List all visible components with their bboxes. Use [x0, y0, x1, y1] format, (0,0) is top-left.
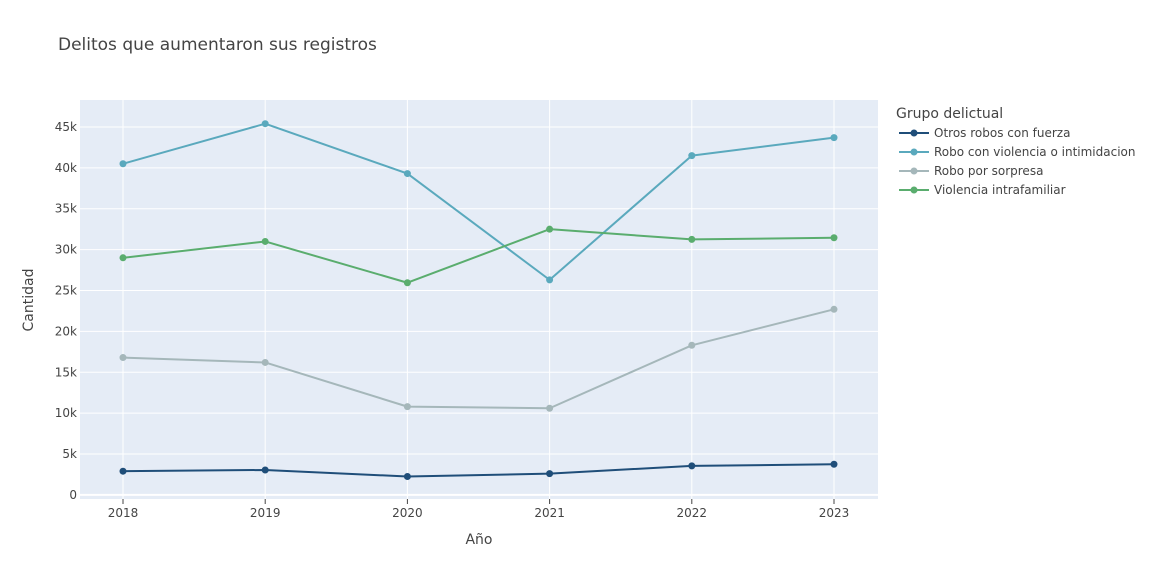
- data-point[interactable]: [688, 341, 696, 349]
- chart-title: Delitos que aumentaron sus registros: [58, 35, 377, 55]
- data-point[interactable]: [261, 237, 269, 245]
- data-point[interactable]: [403, 403, 411, 411]
- y-tick-label: 5k: [62, 447, 77, 461]
- data-point[interactable]: [830, 305, 838, 313]
- y-tick-label: 15k: [55, 365, 77, 379]
- data-point[interactable]: [261, 358, 269, 366]
- legend-label: Robo por sorpresa: [934, 164, 1043, 178]
- legend-label: Robo con violencia o intimidacion: [934, 145, 1135, 159]
- series-2: [119, 305, 838, 412]
- data-point[interactable]: [403, 170, 411, 178]
- data-point[interactable]: [261, 120, 269, 128]
- data-point[interactable]: [830, 234, 838, 242]
- legend-marker: [910, 186, 918, 194]
- data-point[interactable]: [546, 470, 554, 478]
- y-axis-title: Cantidad: [21, 269, 37, 332]
- data-point[interactable]: [688, 462, 696, 470]
- y-tick-label: 0: [69, 488, 77, 502]
- y-tick-label: 45k: [55, 120, 77, 134]
- series-lines: [119, 120, 838, 481]
- data-point[interactable]: [119, 160, 127, 168]
- legend-marker: [910, 167, 918, 175]
- plot-area: [80, 100, 878, 499]
- y-tick-label: 40k: [55, 161, 77, 175]
- legend-title: Grupo delictual: [896, 106, 1003, 122]
- y-tick-label: 10k: [55, 406, 77, 420]
- x-tick-label: 2023: [819, 506, 850, 520]
- series-1: [119, 120, 838, 284]
- data-point[interactable]: [830, 134, 838, 142]
- series-line: [122, 463, 835, 478]
- y-tick-label: 30k: [55, 243, 77, 257]
- x-axis-title: Año: [465, 532, 492, 548]
- series-line: [122, 228, 835, 284]
- legend-item[interactable]: Otros robos con fuerza: [899, 126, 1070, 140]
- data-point[interactable]: [546, 276, 554, 284]
- data-point[interactable]: [830, 460, 838, 468]
- legend-item[interactable]: Robo con violencia o intimidacion: [899, 145, 1135, 159]
- data-point[interactable]: [546, 404, 554, 412]
- data-point[interactable]: [546, 225, 554, 233]
- legend-label: Otros robos con fuerza: [934, 126, 1070, 140]
- data-point[interactable]: [688, 152, 696, 160]
- x-tick-label: 2022: [677, 506, 708, 520]
- data-point[interactable]: [261, 466, 269, 474]
- legend-label: Violencia intrafamiliar: [934, 183, 1066, 197]
- y-axis-ticks: 0 5k 10k 15k 20k 25k 30k 35k 40k 45k: [55, 120, 77, 502]
- x-tick-label: 2019: [250, 506, 281, 520]
- legend-item[interactable]: Robo por sorpresa: [899, 164, 1043, 178]
- data-point[interactable]: [403, 279, 411, 287]
- data-point[interactable]: [403, 473, 411, 481]
- legend-marker: [910, 129, 918, 137]
- legend-marker: [910, 148, 918, 156]
- legend-item[interactable]: Violencia intrafamiliar: [899, 183, 1066, 197]
- x-tick-label: 2018: [108, 506, 139, 520]
- x-axis-ticks: 2018 2019 2020 2021 2022 2023: [108, 499, 850, 520]
- legend[interactable]: Grupo delictual Otros robos con fuerza Ro…: [896, 106, 1135, 197]
- x-tick-label: 2020: [392, 506, 423, 520]
- y-tick-label: 20k: [55, 324, 77, 338]
- series-3: [119, 225, 838, 287]
- data-point[interactable]: [119, 254, 127, 262]
- x-tick-label: 2021: [534, 506, 565, 520]
- series-0: [119, 460, 838, 481]
- y-tick-label: 25k: [55, 284, 77, 298]
- data-point[interactable]: [688, 235, 696, 243]
- data-point[interactable]: [119, 354, 127, 362]
- series-line: [122, 308, 835, 410]
- y-tick-label: 35k: [55, 202, 77, 216]
- data-point[interactable]: [119, 467, 127, 475]
- series-line: [122, 122, 835, 281]
